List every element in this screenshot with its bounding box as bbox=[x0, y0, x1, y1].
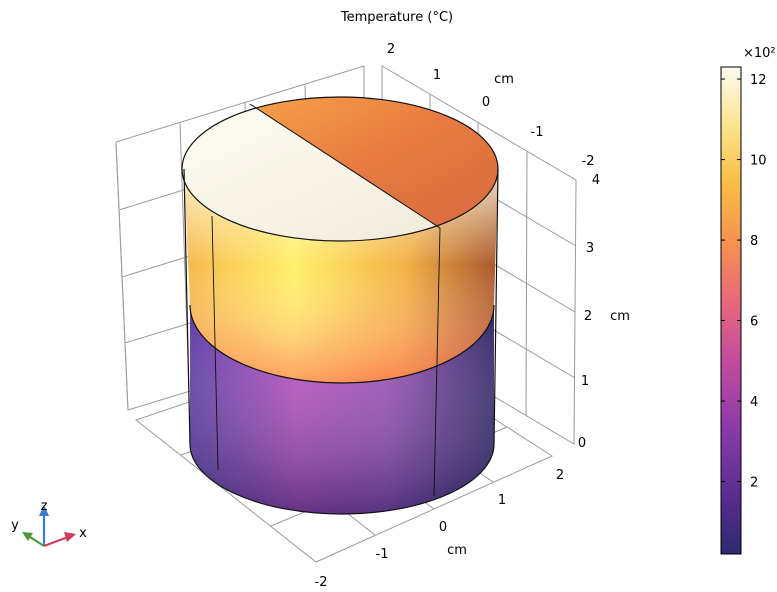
y-axis-unit: cm bbox=[494, 72, 514, 87]
colorbar: ×10² 12 10 8 6 4 2 bbox=[721, 46, 776, 554]
triad-y-axis bbox=[30, 537, 44, 546]
colorbar-tick-label: 4 bbox=[750, 395, 758, 410]
y-tick-m1: -1 bbox=[531, 125, 544, 140]
y-tick-0: 0 bbox=[482, 95, 490, 110]
triad-x-axis bbox=[44, 537, 68, 546]
z-tick-0: 0 bbox=[578, 436, 586, 451]
x-tick-2: 2 bbox=[556, 468, 564, 483]
y-tick-2: 2 bbox=[387, 42, 395, 57]
x-tick-m2: -2 bbox=[315, 575, 328, 590]
colorbar-multiplier: ×10² bbox=[743, 46, 776, 61]
z-tick-1: 1 bbox=[581, 374, 589, 389]
triad-x-label: x bbox=[79, 526, 87, 541]
x-tick-1: 1 bbox=[498, 493, 506, 508]
z-axis-ticks: 4 3 2 1 0 cm bbox=[578, 173, 630, 451]
colorbar-tick-label: 12 bbox=[750, 73, 767, 88]
x-tick-m1: -1 bbox=[376, 547, 389, 562]
z-tick-3: 3 bbox=[586, 241, 594, 256]
colorbar-tick-label: 10 bbox=[750, 154, 767, 169]
triad-y-label: y bbox=[11, 518, 19, 533]
x-tick-0: 0 bbox=[439, 520, 447, 535]
triad-y-arrowhead bbox=[22, 532, 33, 541]
z-axis-unit: cm bbox=[610, 309, 630, 324]
chart-title: Temperature (°C) bbox=[340, 10, 453, 25]
y-tick-m2: -2 bbox=[582, 154, 595, 169]
colorbar-gradient bbox=[721, 67, 741, 554]
triad-x-arrowhead bbox=[64, 532, 76, 542]
z-tick-2: 2 bbox=[584, 309, 592, 324]
x-axis-unit: cm bbox=[447, 543, 467, 558]
colorbar-tick-label: 6 bbox=[750, 315, 758, 330]
z-tick-4: 4 bbox=[592, 173, 600, 188]
triad-z-label: z bbox=[41, 499, 48, 514]
axis-triad: z x y bbox=[11, 499, 87, 546]
colorbar-tick-label: 8 bbox=[750, 234, 758, 249]
y-tick-1: 1 bbox=[433, 68, 441, 83]
colorbar-tick-label: 2 bbox=[750, 476, 758, 491]
